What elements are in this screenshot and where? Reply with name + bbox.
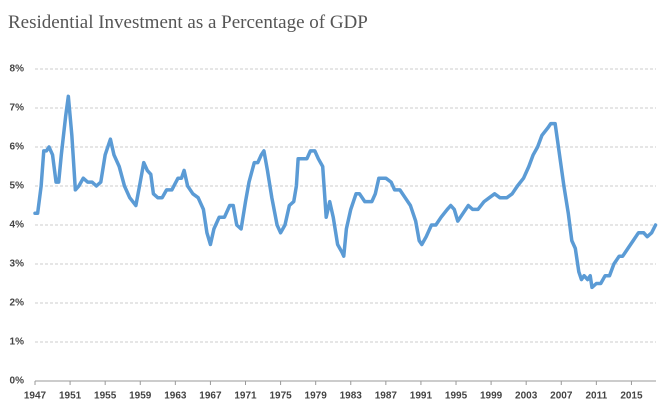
- x-tick-label: 1947: [24, 391, 47, 402]
- y-tick-label: 8%: [10, 64, 25, 75]
- y-tick-label: 7%: [10, 103, 25, 114]
- x-tick-label: 1995: [445, 391, 468, 402]
- y-tick-label: 0%: [10, 376, 25, 387]
- x-tick-label: 2011: [586, 391, 608, 402]
- x-tick-label: 1967: [199, 391, 222, 402]
- chart-title: Residential Investment as a Percentage o…: [8, 12, 368, 33]
- y-tick-label: 1%: [10, 337, 25, 348]
- x-tick-label: 1955: [94, 391, 117, 402]
- data-line: [33, 94, 658, 290]
- x-tick-label: 2007: [550, 391, 573, 402]
- x-tick-label: 1951: [59, 391, 82, 402]
- x-tick-label: 1999: [480, 391, 503, 402]
- y-tick-label: 4%: [10, 220, 25, 231]
- y-tick-label: 6%: [10, 142, 25, 153]
- x-tick-label: 2003: [515, 391, 538, 402]
- x-tick-label: 1979: [305, 391, 328, 402]
- x-tick-label: 1971: [234, 391, 257, 402]
- x-tick-label: 1963: [164, 391, 187, 402]
- x-tick-label: 1987: [375, 391, 398, 402]
- x-tick-label: 1991: [410, 391, 433, 402]
- x-tick-label: 1975: [269, 391, 292, 402]
- y-tick-label: 2%: [10, 298, 25, 309]
- y-tick-label: 3%: [10, 259, 25, 270]
- x-tick-label: 2015: [620, 391, 643, 402]
- x-tick-label: 1959: [129, 391, 152, 402]
- y-tick-label: 5%: [10, 181, 25, 192]
- x-tick-label: 1983: [340, 391, 363, 402]
